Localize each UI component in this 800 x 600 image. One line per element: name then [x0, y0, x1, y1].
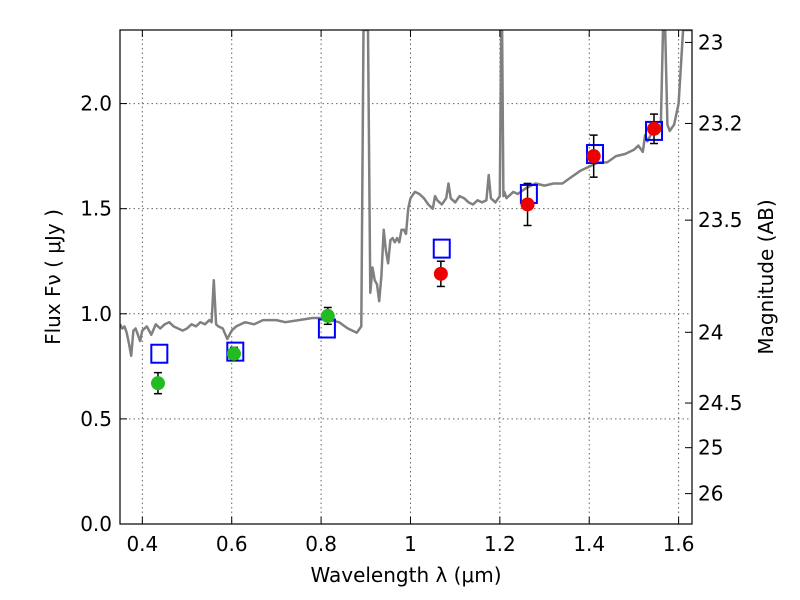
x-tick-label: 1: [404, 532, 417, 556]
y-tick-label: 1.5: [80, 197, 112, 221]
infrared-point: [647, 121, 662, 136]
x-tick-label: 1.2: [484, 532, 516, 556]
y-tick-label: 1.0: [80, 302, 112, 326]
model-square: [150, 343, 169, 364]
model-square: [432, 238, 451, 259]
magnitude-tick-label: 24.5: [698, 391, 743, 415]
infrared-point: [433, 266, 448, 281]
x-tick-label: 0.6: [216, 532, 248, 556]
magnitude-tick-label: 23.2: [698, 111, 743, 135]
infrared-point: [586, 149, 601, 164]
y-tick-label: 2.0: [80, 92, 112, 116]
y-axis-label: Flux Fν ( μJy ): [41, 209, 65, 345]
x-tick-label: 0.8: [305, 532, 337, 556]
spectrum-line: [120, 30, 692, 358]
optical-point: [226, 346, 241, 361]
grid: [120, 30, 692, 525]
right-axis-label: Magnitude (AB): [754, 199, 778, 354]
x-tick-label: 1.6: [663, 532, 695, 556]
magnitude-tick-label: 24: [698, 320, 723, 344]
x-axis-label: Wavelength λ (μm): [310, 563, 501, 587]
x-tick-label: 1.4: [573, 532, 605, 556]
y-tick-label: 0.0: [80, 512, 112, 536]
plot-area: [120, 30, 692, 395]
magnitude-tick-label: 25: [698, 436, 723, 460]
y-tick-label: 0.5: [80, 407, 112, 431]
plot-frame: [119, 29, 693, 525]
magnitude-tick-label: 23.5: [698, 208, 743, 232]
optical-point: [150, 376, 165, 391]
x-tick-label: 0.4: [126, 532, 158, 556]
optical-point: [320, 308, 335, 323]
infrared-point: [520, 197, 535, 212]
axis-ticks: 0.4 0.6 0.8 1 1.2 1.4 1.6 0.0 0.5 1.0 1.5 2.0 23 23.2…: [80, 30, 743, 556]
magnitude-tick-label: 26: [698, 482, 723, 506]
magnitude-tick-label: 23: [698, 30, 723, 54]
